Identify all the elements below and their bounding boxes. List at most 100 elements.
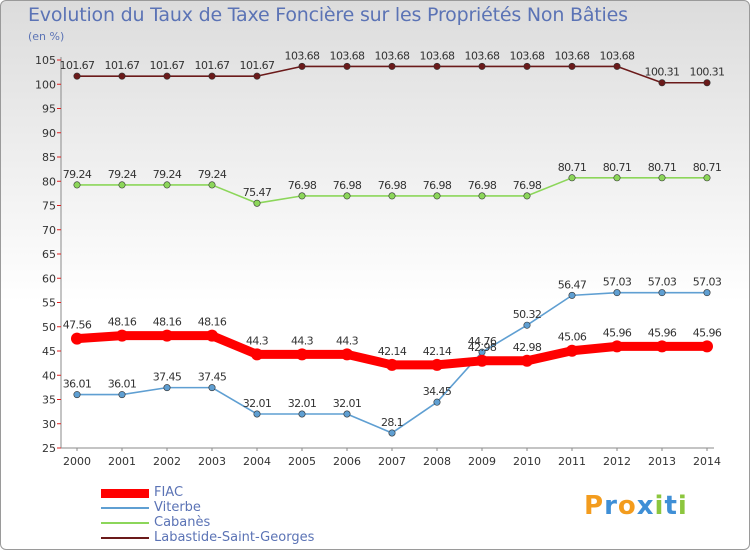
data-point-fiac (71, 332, 83, 345)
data-point-viterbe (118, 391, 126, 399)
logo-letter: o (617, 491, 637, 521)
data-point-labastide-saint-georges (388, 62, 396, 70)
legend-label: Cabanès (154, 515, 211, 530)
data-label-caban-s: 80.71 (693, 161, 722, 174)
data-label-viterbe: 32.01 (243, 397, 272, 410)
x-tick-label: 2012 (603, 455, 631, 468)
data-label-fiac: 48.16 (153, 316, 182, 329)
data-label-caban-s: 76.98 (513, 179, 542, 192)
data-point-viterbe (163, 384, 171, 392)
data-label-fiac: 45.96 (603, 326, 632, 339)
data-point-viterbe (433, 398, 441, 406)
data-label-caban-s: 79.24 (108, 168, 137, 181)
data-point-viterbe (208, 384, 216, 392)
data-point-labastide-saint-georges (343, 62, 351, 70)
x-tick-label: 2006 (333, 455, 361, 468)
data-label-fiac: 48.16 (198, 316, 227, 329)
data-label-labastide-saint-georges: 103.68 (555, 49, 590, 62)
y-tick-label: 70 (42, 224, 56, 237)
data-label-caban-s: 75.47 (243, 186, 272, 199)
x-tick-label: 2001 (108, 455, 136, 468)
data-label-caban-s: 79.24 (198, 168, 227, 181)
data-point-viterbe (73, 391, 81, 399)
data-point-fiac (611, 340, 623, 353)
data-label-viterbe: 37.45 (198, 371, 227, 384)
data-label-fiac: 45.96 (648, 326, 677, 339)
logo-letter: x (636, 491, 655, 521)
data-label-viterbe: 37.45 (153, 371, 182, 384)
data-label-labastide-saint-georges: 103.68 (420, 49, 455, 62)
y-tick-label: 75 (42, 200, 56, 213)
x-tick-label: 2014 (693, 455, 721, 468)
data-point-labastide-saint-georges (433, 62, 441, 70)
data-label-viterbe: 28.1 (381, 416, 403, 429)
data-label-labastide-saint-georges: 101.67 (150, 59, 185, 72)
data-label-labastide-saint-georges: 101.67 (240, 59, 275, 72)
data-label-labastide-saint-georges: 103.68 (465, 49, 500, 62)
data-label-viterbe: 32.01 (333, 397, 362, 410)
data-point-caban-s (388, 192, 396, 200)
x-tick-label: 2002 (153, 455, 181, 468)
legend-swatch (101, 537, 149, 539)
data-label-caban-s: 76.98 (468, 179, 497, 192)
data-point-viterbe (253, 410, 261, 418)
data-label-labastide-saint-georges: 101.67 (60, 59, 95, 72)
data-point-caban-s (523, 192, 531, 200)
data-point-caban-s (298, 192, 306, 200)
data-label-caban-s: 76.98 (378, 179, 407, 192)
data-point-labastide-saint-georges (253, 72, 261, 80)
data-label-viterbe: 56.47 (558, 278, 587, 291)
y-tick-label: 35 (42, 394, 56, 407)
y-tick-label: 55 (42, 297, 56, 310)
x-tick-label: 2004 (243, 455, 271, 468)
x-tick-label: 2013 (648, 455, 676, 468)
data-point-viterbe (388, 429, 396, 437)
data-point-labastide-saint-georges (118, 72, 126, 80)
data-point-caban-s (433, 192, 441, 200)
data-label-caban-s: 80.71 (648, 161, 677, 174)
data-label-fiac: 42.14 (378, 345, 407, 358)
y-tick-label: 40 (42, 369, 56, 382)
legend-swatch (101, 488, 149, 498)
x-tick-label: 2010 (513, 455, 541, 468)
data-point-fiac (341, 348, 353, 361)
data-point-viterbe (613, 289, 621, 297)
data-point-fiac (656, 340, 668, 353)
data-label-fiac: 44.3 (336, 334, 359, 347)
y-tick-label: 90 (42, 127, 56, 140)
data-point-labastide-saint-georges (73, 72, 81, 80)
y-tick-label: 65 (42, 248, 56, 261)
data-label-fiac: 44.3 (291, 334, 314, 347)
data-point-fiac (521, 354, 533, 367)
logo-letter: r (604, 491, 618, 521)
data-point-fiac (161, 329, 173, 342)
y-tick-label: 85 (42, 151, 56, 164)
data-label-caban-s: 76.98 (288, 179, 317, 192)
data-point-viterbe (703, 289, 711, 297)
logo-letter: i (654, 491, 665, 521)
data-point-caban-s (73, 181, 81, 189)
data-point-labastide-saint-georges (208, 72, 216, 80)
data-point-fiac (701, 340, 713, 353)
data-point-viterbe (298, 410, 306, 418)
data-label-viterbe: 57.03 (693, 276, 722, 289)
data-point-labastide-saint-georges (703, 79, 711, 87)
logo-letter: i (677, 491, 688, 521)
legend-swatch (101, 507, 149, 509)
data-label-caban-s: 76.98 (423, 179, 452, 192)
y-tick-label: 105 (35, 54, 56, 67)
logo-letter: P (584, 491, 605, 521)
y-tick-label: 50 (42, 321, 56, 334)
data-point-fiac (251, 348, 263, 361)
x-tick-label: 2008 (423, 455, 451, 468)
data-point-fiac (386, 358, 398, 371)
x-tick-label: 2003 (198, 455, 226, 468)
data-label-caban-s: 80.71 (603, 161, 632, 174)
data-label-labastide-saint-georges: 101.67 (105, 59, 140, 72)
data-point-labastide-saint-georges (613, 62, 621, 70)
data-label-fiac: 44.3 (246, 334, 269, 347)
data-label-viterbe: 36.01 (108, 378, 137, 391)
unit-label: (en %) (28, 30, 65, 43)
data-label-viterbe: 32.01 (288, 397, 317, 410)
